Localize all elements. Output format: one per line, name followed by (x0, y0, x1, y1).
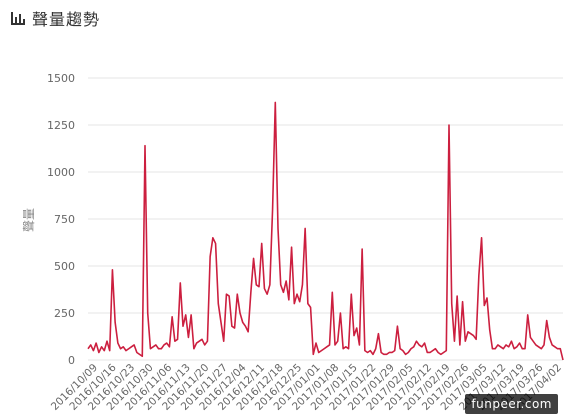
page-title: 聲量趨勢 (32, 10, 101, 29)
chart-header: 聲量趨勢 (10, 6, 100, 30)
y-tick-label: 1000 (47, 166, 75, 179)
x-axis: 2016/10/092016/10/162016/10/232016/10/30… (49, 361, 564, 413)
y-tick-label: 750 (54, 213, 75, 226)
y-tick-label: 500 (54, 260, 75, 273)
y-tick-label: 0 (68, 354, 75, 367)
series-line (87, 101, 564, 361)
y-tick-label: 250 (54, 307, 75, 320)
watermark: funpeer.com (465, 394, 558, 414)
gridlines (88, 77, 563, 361)
y-tick-label: 1250 (47, 119, 75, 132)
bar-chart-icon (11, 12, 25, 25)
y-axis: 0 250 500 750 1000 1250 1500 (47, 72, 75, 367)
y-axis-label: 聲量 (21, 208, 36, 232)
y-tick-label: 1500 (47, 72, 75, 85)
